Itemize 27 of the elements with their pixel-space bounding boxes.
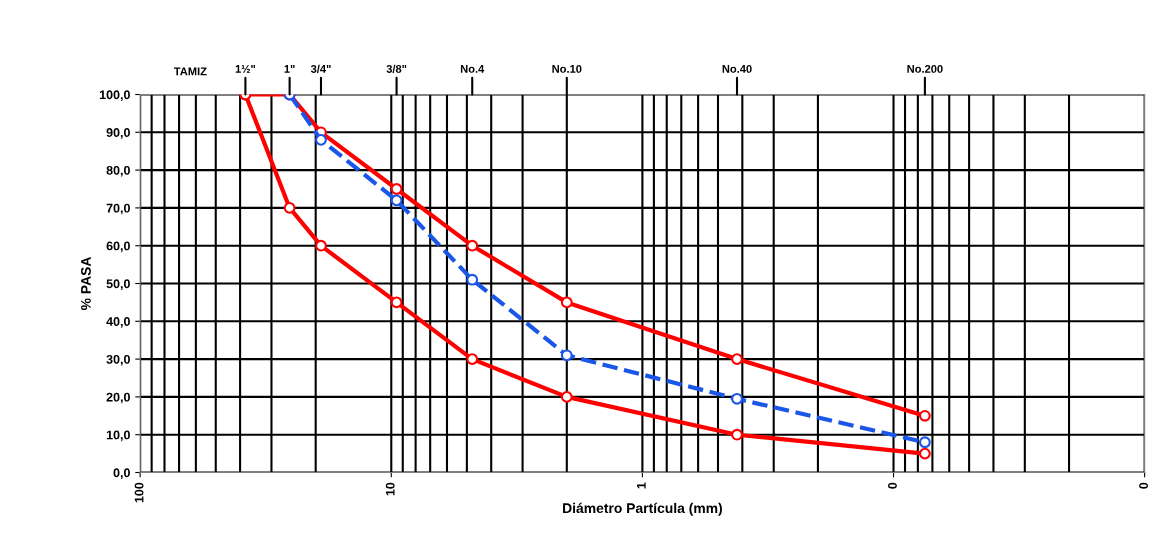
y-tick-label: 70,0 [106, 203, 130, 215]
text: 3/4" [310, 64, 331, 73]
x-axis-title: Diámetro Partícula (mm) [563, 502, 722, 516]
x-tick-label: 0 [1139, 482, 1148, 489]
y-tick-label: 100,0 [99, 90, 130, 101]
y-tick-label: 0,0 [113, 468, 130, 479]
y-tick-label: 20,0 [106, 392, 130, 404]
text: No.10 [552, 64, 582, 73]
y-tick-label: 30,0 [106, 354, 130, 366]
y-tick-label: 90,0 [106, 128, 130, 139]
y-tick-label: 80,0 [106, 165, 130, 177]
x-tick-label: 100 [134, 482, 144, 503]
y-tick-label: 40,0 [106, 317, 130, 328]
text: No.40 [722, 64, 752, 73]
y-tick-label: 50,0 [106, 279, 130, 290]
text: No.200 [907, 64, 943, 73]
x-tick-label: 10 [385, 482, 395, 496]
text: 1" [284, 65, 295, 73]
y-tick-label: 60,0 [106, 241, 130, 253]
text: 3/8" [386, 64, 407, 73]
x-tick-label: 1 [637, 482, 646, 489]
text: 1½" [235, 65, 256, 73]
y-tick-label: 10,0 [106, 430, 130, 442]
text: No.4 [460, 65, 485, 73]
y-axis-title: % PASA [81, 256, 91, 311]
text: TAMIZ [173, 67, 207, 76]
x-tick-label: 0 [888, 482, 897, 489]
